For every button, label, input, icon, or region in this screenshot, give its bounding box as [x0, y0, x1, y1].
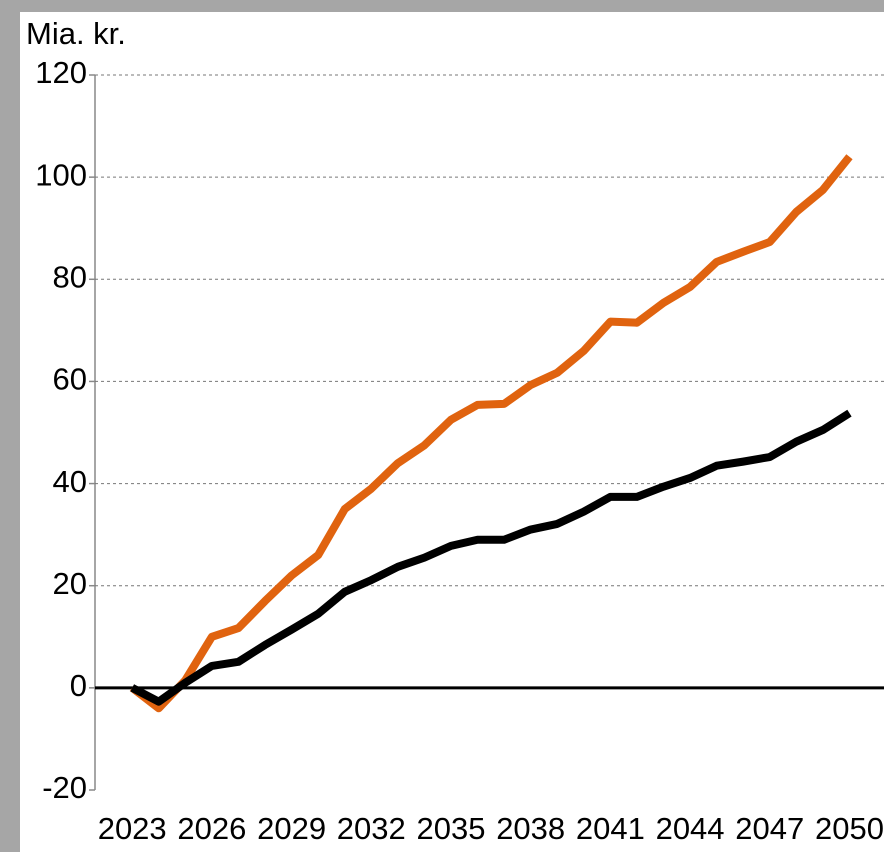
- y-tick-label: 0: [70, 668, 87, 703]
- y-tick-label: 20: [53, 566, 87, 601]
- data-line: [130, 409, 852, 706]
- x-tick-label: 2044: [656, 811, 725, 846]
- x-tick-label: 2041: [576, 811, 645, 846]
- x-tick-label: 2023: [98, 811, 167, 846]
- y-tick-label: -20: [42, 770, 87, 805]
- x-tick-label: 2029: [257, 811, 326, 846]
- x-tick-label: 2038: [496, 811, 565, 846]
- x-tick-label: 2050: [815, 811, 884, 846]
- y-axis-label: Mia. kr.: [26, 16, 126, 51]
- y-tick-label: 80: [53, 259, 87, 294]
- x-tick-label: 2032: [337, 811, 406, 846]
- y-tick-label: 100: [35, 157, 87, 192]
- x-tick-label: 2026: [177, 811, 246, 846]
- x-tick-label: 2035: [416, 811, 485, 846]
- y-tick-label: 40: [53, 464, 87, 499]
- data-line: [129, 154, 853, 713]
- y-tick-label: 60: [53, 362, 87, 397]
- y-tick-label: 120: [35, 55, 87, 90]
- plot-background: [20, 12, 884, 852]
- x-tick-label: 2047: [735, 811, 804, 846]
